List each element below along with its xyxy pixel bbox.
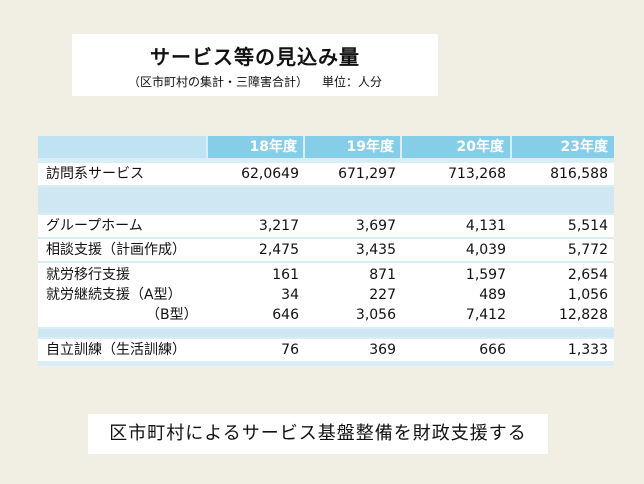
- blank-row: [38, 187, 614, 213]
- cell-fy20: 713,268: [448, 166, 506, 182]
- header-fy19: 19年度: [305, 136, 402, 158]
- cell-fy20: 666: [479, 342, 506, 358]
- table-header-row: 18年度 19年度 20年度 23年度: [38, 136, 614, 158]
- cell-fy19: 3,697: [355, 218, 396, 234]
- page-title: サービス等の見込み量: [150, 45, 360, 69]
- subtitle-scope: （区市町村の集計・三障害合計）: [127, 75, 308, 89]
- forecast-table: 18年度 19年度 20年度 23年度 訪問系サービス 62,0649 671,…: [38, 136, 614, 366]
- row-label-keizoku-a: （A型）: [130, 287, 182, 303]
- header-fy23: 23年度: [512, 136, 614, 158]
- cell-fy18: 76: [281, 342, 299, 358]
- header-fy20: 20年度: [402, 136, 512, 158]
- cells-fy23: 2,654 1,056 12,828: [559, 267, 608, 323]
- cell-fy19: 3,435: [355, 242, 396, 258]
- table-row-soudan: 相談支援（計画作成） 2,475 3,435 4,039 5,772: [38, 239, 614, 261]
- table-row-houmon: 訪問系サービス 62,0649 671,297 713,268 816,588: [38, 163, 614, 185]
- cells-fy20: 1,597 489 7,412: [465, 267, 506, 323]
- cell-fy23: 816,588: [550, 166, 608, 182]
- subtitle-unit: 単位：人分: [322, 75, 383, 89]
- header-blank: [38, 136, 208, 158]
- cell-fy23: 5,772: [567, 242, 608, 258]
- row-label: 自立訓練（生活訓練）: [46, 342, 186, 358]
- cell-fy23: 1,333: [567, 342, 608, 358]
- table-row-shuurou: 就労移行支援 就労継続支援（A型） （B型） 161 34 646 871 22…: [38, 263, 614, 327]
- page-subtitle: （区市町村の集計・三障害合計） 単位：人分: [72, 73, 438, 90]
- cell-fy23: 5,514: [567, 218, 608, 234]
- cell-fy20: 4,039: [465, 242, 506, 258]
- cell-fy20: 4,131: [465, 218, 506, 234]
- row-label-group: 就労移行支援 就労継続支援（A型） （B型）: [38, 263, 208, 327]
- cells-fy18: 161 34 646: [272, 267, 299, 323]
- table-row-group-home: グループホーム 3,217 3,697 4,131 5,514: [38, 215, 614, 237]
- cell-fy18: 62,0649: [241, 166, 299, 182]
- title-box: サービス等の見込み量 （区市町村の集計・三障害合計） 単位：人分: [72, 34, 438, 96]
- cell-fy18: 2,475: [258, 242, 299, 258]
- table-row-jiritsu: 自立訓練（生活訓練） 76 369 666 1,333: [38, 339, 614, 361]
- row-label: グループホーム: [46, 218, 143, 234]
- policy-statement: 区市町村によるサービス基盤整備を財政支援する: [88, 414, 548, 454]
- blank-row: [38, 329, 614, 337]
- row-label: 相談支援（計画作成）: [46, 242, 186, 258]
- cell-fy19: 671,297: [338, 166, 396, 182]
- cell-fy19: 369: [369, 342, 396, 358]
- row-label-ikou: 就労移行支援: [46, 267, 130, 283]
- cell-fy18: 3,217: [258, 218, 299, 234]
- row-label-keizoku: 就労継続支援（A型）: [46, 287, 182, 303]
- cells-fy19: 871 227 3,056: [355, 267, 396, 323]
- row-label: 訪問系サービス: [46, 166, 144, 182]
- row-label-keizoku-b: （B型）: [146, 307, 198, 323]
- header-fy18: 18年度: [208, 136, 305, 158]
